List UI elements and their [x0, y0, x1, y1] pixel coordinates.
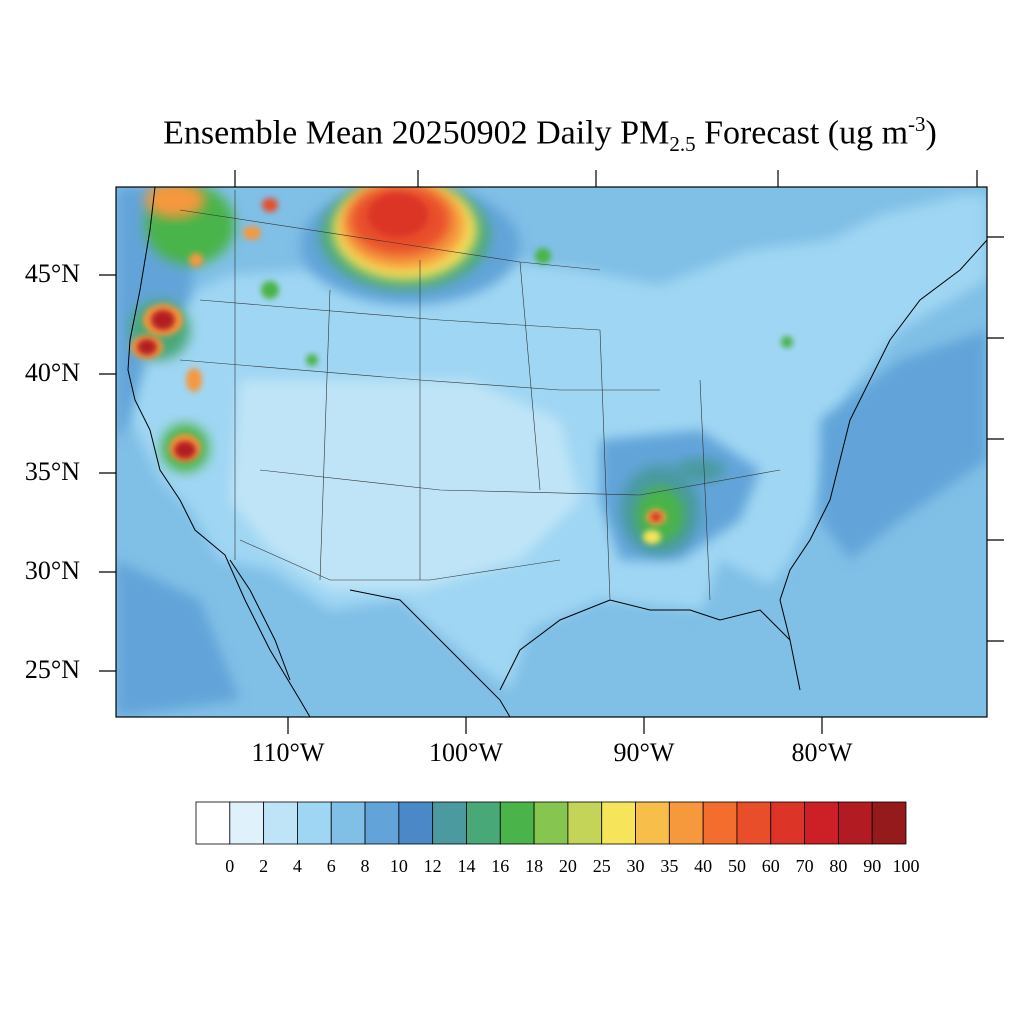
colorbar-swatch [736, 801, 772, 845]
right-ticks [987, 236, 1004, 642]
colorbar-swatch [195, 801, 231, 845]
colorbar-label: 90 [863, 856, 882, 876]
state-boundaries [179, 190, 781, 601]
colorbar-label: 10 [389, 856, 408, 876]
colorbar-label: 25 [592, 856, 611, 876]
colorbar-label: 2 [259, 856, 269, 876]
colorbar-label: 50 [727, 856, 746, 876]
lat-label-40: 40°N [24, 358, 80, 387]
lat-label-25: 25°N [24, 655, 80, 684]
colorbar-swatch [297, 801, 332, 845]
lon-label-90w: 90°W [613, 738, 675, 767]
map-frame [115, 186, 988, 718]
colorbar-label: 8 [360, 856, 370, 876]
colorbar-swatch [229, 801, 265, 845]
lat-label-35: 35°N [24, 457, 80, 486]
colorbar-label: 16 [491, 856, 510, 876]
colorbar-label: 0 [225, 856, 235, 876]
colorbar-swatch [364, 801, 400, 845]
colorbar-swatch [635, 801, 670, 845]
top-ticks [234, 170, 978, 187]
colorbar-label: 60 [761, 856, 780, 876]
colorbar-swatch [398, 801, 434, 845]
lon-label-80w: 80°W [791, 738, 853, 767]
colorbar-label: 14 [457, 856, 476, 876]
bottom-ticks [287, 717, 823, 734]
colorbar-label: 12 [423, 856, 442, 876]
colorbar-swatch [601, 801, 636, 845]
lat-label-45: 45°N [24, 259, 80, 288]
colorbar [195, 801, 907, 845]
colorbar-label: 35 [660, 856, 679, 876]
colorbar-swatch [330, 801, 366, 845]
colorbar-swatch [499, 801, 535, 845]
colorbar-label: 80 [829, 856, 848, 876]
colorbar-label: 40 [694, 856, 713, 876]
left-ticks [99, 274, 116, 672]
colorbar-swatch [702, 801, 738, 845]
colorbar-label: 70 [795, 856, 814, 876]
colorbar-swatch [837, 801, 873, 845]
colorbar-swatch [263, 801, 298, 845]
colorbar-swatch [804, 801, 839, 845]
map-title: Ensemble Mean 20250902 Daily PM2.5 Forec… [163, 112, 937, 157]
colorbar-swatch [668, 801, 704, 845]
lat-label-30: 30°N [24, 556, 80, 585]
colorbar-swatch [533, 801, 569, 845]
coastline-outlines [127, 187, 987, 717]
colorbar-label: 30 [626, 856, 645, 876]
colorbar-swatch [432, 801, 467, 845]
concentration-field [116, 187, 987, 717]
colorbar-swatch [871, 801, 907, 845]
colorbar-label: 100 [892, 856, 920, 876]
lon-label-110w: 110°W [251, 738, 325, 767]
lon-label-100w: 100°W [429, 738, 503, 767]
colorbar-label: 18 [525, 856, 544, 876]
colorbar-label: 4 [292, 856, 302, 876]
colorbar-swatch [567, 801, 603, 845]
colorbar-swatch [466, 801, 501, 845]
colorbar-label: 20 [558, 856, 577, 876]
colorbar-swatch [770, 801, 805, 845]
colorbar-label: 6 [326, 856, 336, 876]
